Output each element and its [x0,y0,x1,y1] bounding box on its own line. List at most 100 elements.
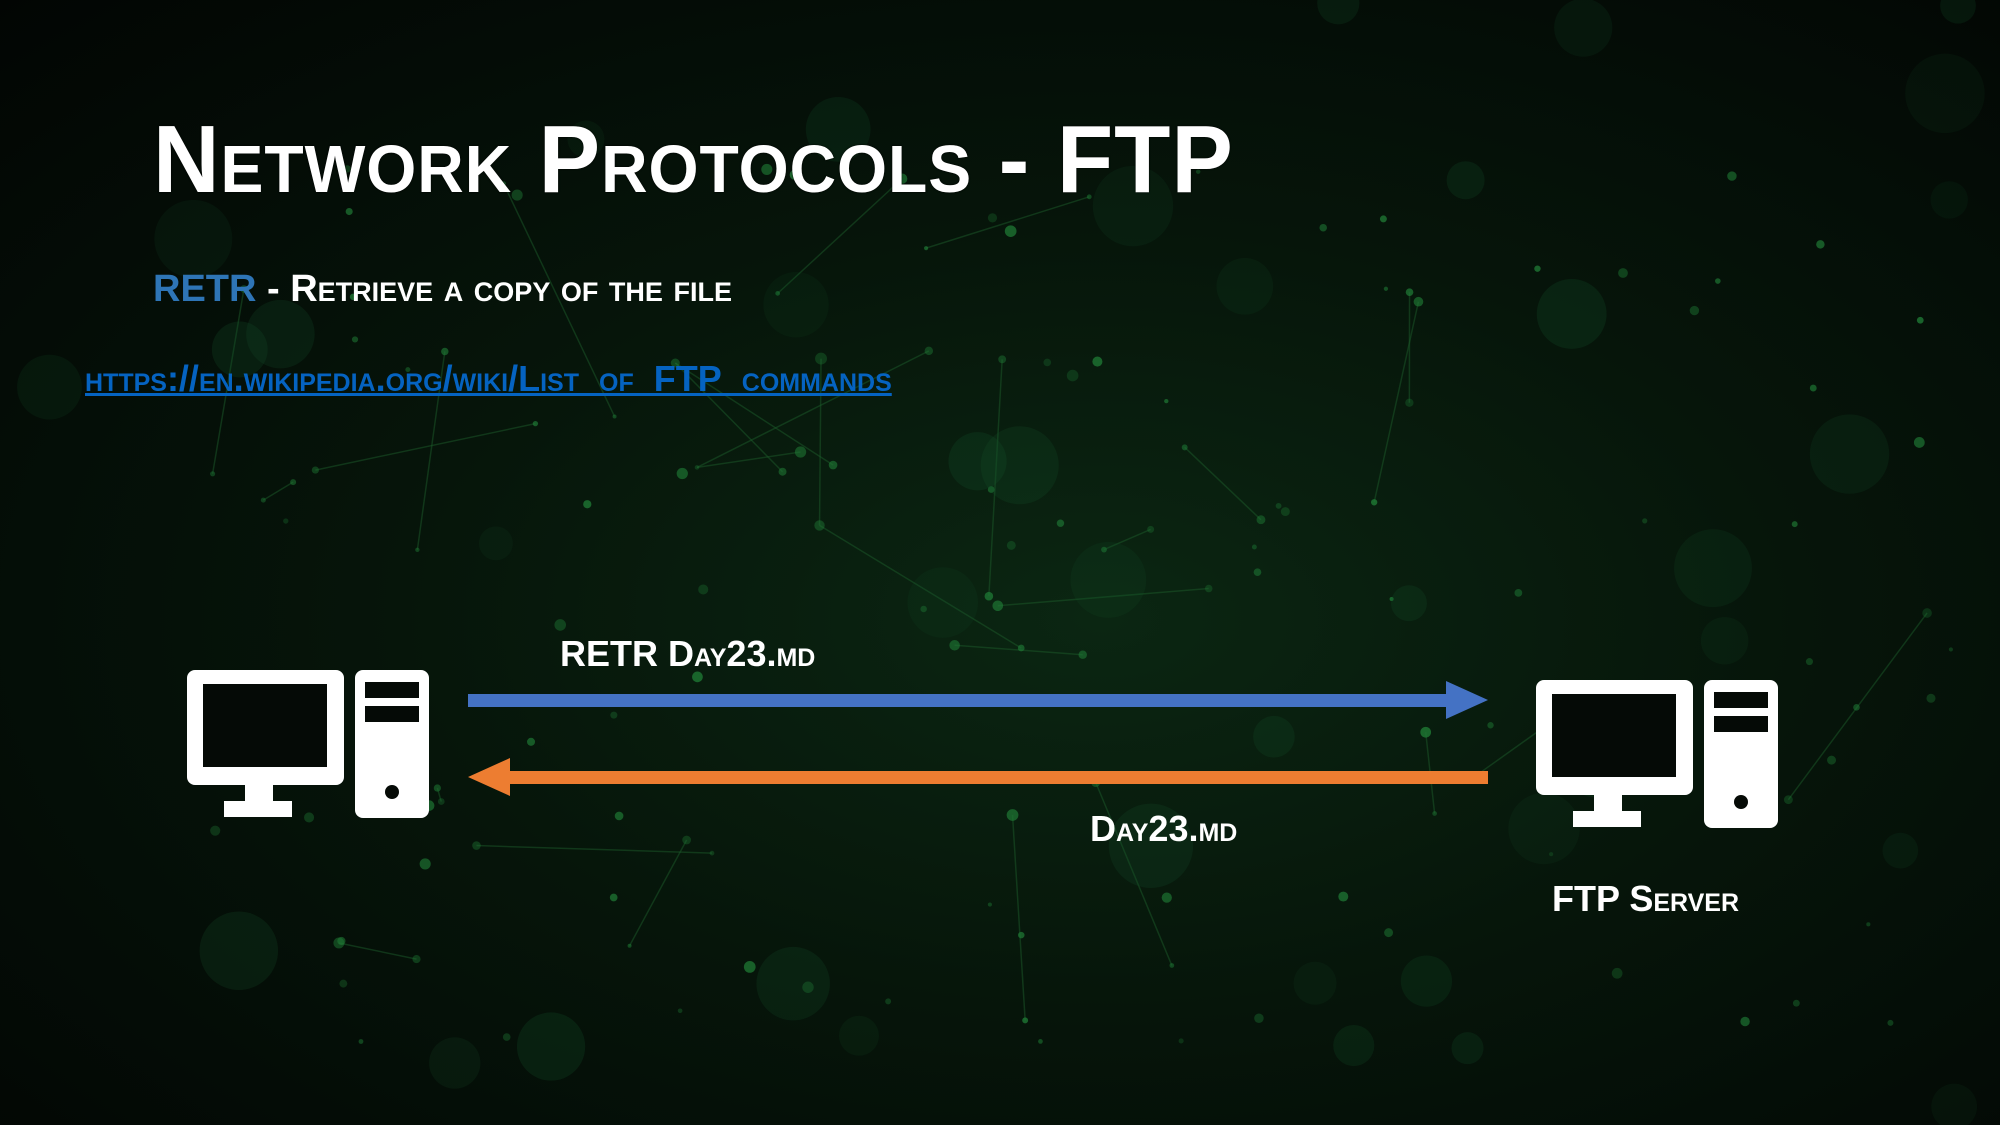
bokeh-dot [1930,181,1968,219]
network-node [698,584,709,595]
bokeh-dot [1508,792,1580,865]
bokeh-dot [1931,1083,1978,1125]
network-node [1866,922,1871,927]
network-node [1809,384,1817,392]
network-node [924,346,934,356]
bokeh-dot [980,426,1059,505]
response-label: Day23.md [1090,808,1238,849]
command-text: - Retrieve a copy of the file [256,268,732,310]
bokeh-dot [1317,0,1360,25]
network-node [415,547,420,553]
bokeh-dot [429,1037,481,1089]
network-node [924,246,929,251]
network-node [1038,1039,1043,1044]
network-node [1611,967,1623,979]
network-node [419,858,431,870]
network-line [338,942,417,960]
bokeh-dot [1253,715,1295,758]
network-node [1420,726,1432,738]
ftp-commands-link[interactable]: https://en.wikipedia.org/wiki/List_of_FT… [85,358,892,399]
network-node [992,600,1004,612]
network-node [627,943,632,948]
network-node [405,367,411,373]
network-node [351,336,359,343]
bokeh-dot [1092,165,1174,247]
network-line [1011,814,1026,1021]
bokeh-dot [211,321,268,378]
network-node [339,979,348,988]
bokeh-dot [1400,955,1453,1007]
request-arrow [468,681,1488,719]
network-node [814,520,825,531]
bokeh-dot [763,272,829,338]
network-node [1642,518,1648,524]
network-node [743,961,756,973]
network-node [987,486,995,493]
bokeh-dot [17,354,82,420]
network-node [1006,540,1016,550]
network-node [1389,596,1394,601]
network-node [283,518,289,524]
network-node [1169,963,1175,968]
bokeh-dot [1809,414,1890,494]
network-node [526,737,536,746]
command-keyword: RETR [153,268,257,310]
network-node [554,619,567,631]
network-node [1384,928,1394,938]
network-line [502,183,616,417]
network-line [777,178,903,294]
network-line [696,350,930,469]
network-node [682,835,692,845]
network-node [1338,891,1349,902]
network-node [789,169,801,181]
network-line [1373,301,1420,503]
network-node [1922,608,1932,618]
network-node [1164,398,1169,404]
network-node [1727,171,1737,181]
network-node [1413,296,1424,307]
network-node [210,471,216,477]
network-node [1853,704,1860,711]
network-node [1534,265,1541,272]
network-node [1280,507,1290,517]
network-node [1926,693,1936,703]
bokeh-dot [1882,832,1919,869]
network-node [1195,169,1201,174]
network-node [1147,525,1155,533]
network-node [987,902,992,907]
network-line [1184,446,1262,521]
bokeh-dot [478,526,513,561]
network-node [358,1039,364,1044]
network-node [709,850,715,856]
network-node [794,446,807,458]
network-line [416,351,446,550]
bokeh-dot [154,199,233,278]
network-node [1487,722,1494,729]
network-line [819,524,1022,649]
network-node [987,213,998,223]
network-node [1254,1013,1264,1024]
bokeh-dot [516,1012,586,1081]
network-node [815,352,827,365]
network-node [1916,316,1924,324]
network-node [670,358,680,368]
client-computer-icon [187,670,429,818]
server-label: FTP Server [1552,878,1740,919]
command-description: RETR - Retrieve a copy of the file [153,268,732,311]
network-node [1178,1038,1184,1044]
network-node [1043,358,1052,367]
network-node [333,937,345,949]
network-node [583,500,592,509]
network-node [502,1033,511,1041]
network-node [676,467,688,480]
network-line [674,362,784,473]
bokeh-dot [907,567,979,638]
network-node [828,460,838,470]
bokeh-dot [1940,0,1976,24]
arrows [468,681,1488,796]
bokeh-dot [199,911,279,991]
bokeh-dot [1674,529,1752,608]
network-node [1006,809,1019,821]
network-node [1783,795,1793,805]
network-node [778,467,787,476]
